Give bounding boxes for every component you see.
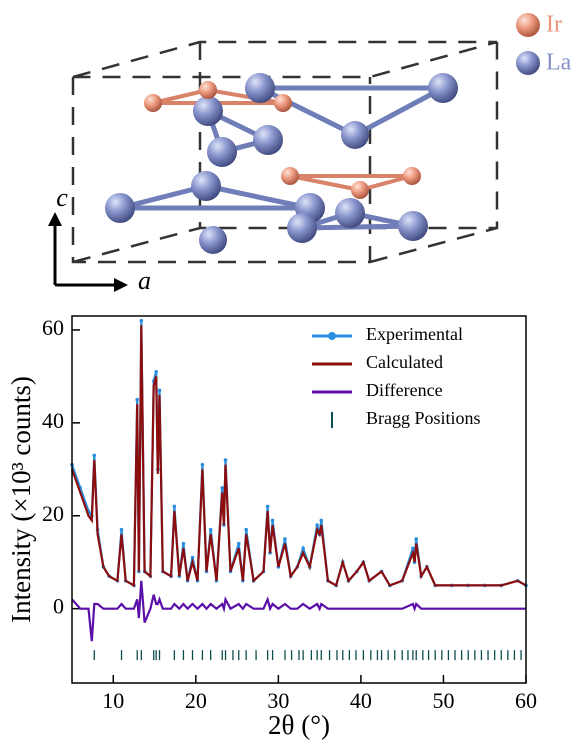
data-point (244, 527, 248, 532)
x-tick-label: 10 (102, 688, 124, 713)
axis-a: a (138, 266, 151, 295)
la-legend-icon (516, 51, 540, 75)
legend-label: Difference (366, 380, 443, 400)
ir-atoms (144, 81, 421, 199)
data-point (208, 527, 213, 532)
data-point (414, 537, 419, 541)
data-point (200, 462, 205, 467)
x-tick-label: 20 (185, 688, 207, 713)
arrow-heads (48, 212, 128, 292)
series-line (71, 580, 526, 642)
series-line (70, 325, 527, 588)
legend-label: Calculated (366, 352, 443, 372)
data-point (92, 453, 97, 458)
data-point (223, 458, 228, 462)
x-tick-label: 40 (350, 688, 372, 713)
legend-ir: Ir (546, 12, 562, 38)
data-point (154, 369, 158, 374)
axis-c: c (56, 183, 68, 212)
crystal-structure: Ir La c a (48, 12, 572, 295)
data-point (220, 486, 225, 490)
data-point (139, 318, 144, 323)
data-point (157, 388, 162, 393)
data-point (315, 523, 319, 527)
data-point (411, 546, 415, 551)
data-point (301, 546, 305, 551)
x-tick-label: 50 (432, 688, 454, 713)
data-point (119, 527, 124, 532)
data-point (135, 397, 140, 402)
y-tick-label: 20 (42, 501, 64, 526)
axis-arrows (53, 222, 118, 287)
y-axis-label: Intensity (×10³ counts) (6, 376, 36, 623)
y-tick-label: 60 (42, 315, 64, 340)
data-point (270, 518, 275, 523)
data-point (172, 504, 177, 509)
legend-marker (328, 332, 336, 340)
y-tick-label: 0 (53, 594, 64, 619)
data-point (265, 504, 270, 509)
plot-frame (71, 315, 527, 684)
ir-legend-icon (516, 13, 540, 37)
data-point (283, 537, 287, 541)
la-atoms (105, 73, 458, 254)
legend-la: La (546, 50, 572, 76)
data-point (181, 541, 186, 546)
x-tick-label: 30 (267, 688, 289, 713)
data-point (236, 541, 241, 546)
chart: 10 20 30 40 50 60 0 20 40 60 Experimental Calculate… (6, 315, 537, 740)
data-point (319, 518, 324, 523)
y-tick-label: 40 (42, 408, 64, 433)
x-tick-label: 60 (515, 688, 537, 713)
legend-label: Experimental (366, 324, 463, 344)
x-axis-label: 2θ (°) (268, 710, 330, 740)
legend-label: Bragg Positions (366, 408, 481, 428)
data-point (190, 555, 195, 560)
